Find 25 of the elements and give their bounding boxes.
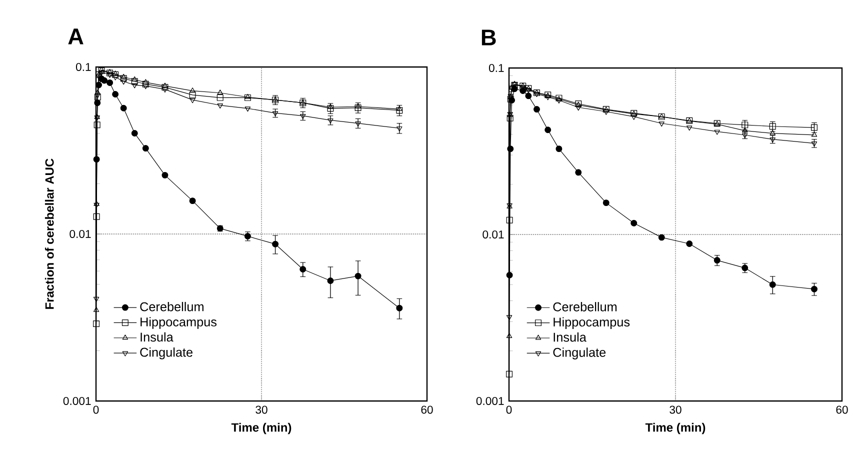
legend-label: Hippocampus [140,317,217,329]
x-tick-label: 30 [670,406,682,414]
x-axis-title: Time (min) [231,422,292,434]
legend-label: Insula [554,332,586,342]
x-tick-label: 0 [506,406,512,414]
y-tick-label: 0.01 [70,230,91,238]
legend-label: Insula [140,332,174,342]
legend-label: Hippocampus [554,317,630,330]
y-tick-label: 0.001 [63,396,91,405]
x-tick-label: 60 [836,406,848,414]
legend-label: Cingulate [140,347,192,360]
x-tick-label: 60 [421,406,433,414]
y-axis-title: Fraction of cerebellar AUC [44,158,54,309]
y-tick-label: 0.1 [488,64,504,72]
y-tick-label: 0.001 [476,396,504,405]
legend-label: Cerebellum [553,302,617,312]
chart-title: B [482,30,496,46]
legend-label: Cingulate [553,348,606,360]
x-tick-label: 0 [93,406,99,414]
y-tick-label: 0.1 [76,62,91,71]
legend-label: Cerebellum [140,302,204,312]
x-axis-title: Time (min) [645,422,706,434]
x-tick-label: 30 [256,406,268,414]
y-tick-label: 0.01 [482,230,504,238]
chart-title: A [68,28,84,44]
